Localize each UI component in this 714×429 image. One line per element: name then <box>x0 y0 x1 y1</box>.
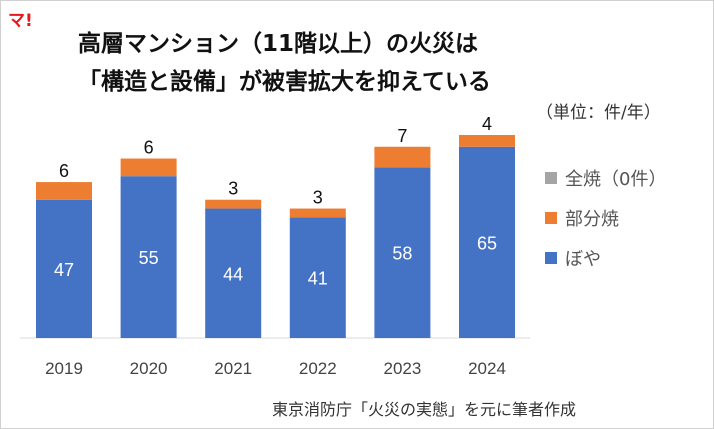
x-tick-label: 2020 <box>130 359 168 378</box>
data-label: 6 <box>144 138 154 158</box>
bar-boya-2021 <box>205 208 262 338</box>
legend: 全焼（0件） 部分焼 ぼや <box>545 158 666 278</box>
legend-item-small: ぼや <box>545 238 666 278</box>
bar-boya-2024 <box>459 146 515 338</box>
data-label: 7 <box>397 126 407 146</box>
bar-bubunsho-2020 <box>120 158 177 177</box>
bar-boya-2019 <box>36 199 92 338</box>
legend-label: ぼや <box>565 249 601 270</box>
x-tick-label: 2022 <box>299 359 337 378</box>
data-label: 47 <box>54 260 74 280</box>
bar-boya-2022 <box>289 217 346 338</box>
bar-bubunsho-2019 <box>36 182 92 200</box>
chart-title-line1: 高層マンション（11階以上）の火災は <box>78 31 479 57</box>
logo: マ! <box>8 11 33 31</box>
data-label: 44 <box>223 264 243 284</box>
bar-boya-2020 <box>120 176 177 338</box>
x-tick-label: 2021 <box>214 359 252 378</box>
data-label: 55 <box>139 248 159 268</box>
legend-label: 全焼（0件） <box>565 169 667 190</box>
data-label: 3 <box>228 179 238 199</box>
bar-bubunsho-2024 <box>459 135 515 147</box>
legend-item-partial: 部分焼 <box>545 198 666 238</box>
chart-title-line2: 「構造と設備」が被害拡大を抑えている <box>78 69 491 95</box>
legend-item-full: 全焼（0件） <box>545 158 666 198</box>
data-label: 3 <box>313 188 323 208</box>
unit-label: （単位：件/年） <box>536 103 661 123</box>
x-tick-label: 2023 <box>383 359 421 378</box>
bar-bubunsho-2023 <box>374 146 431 168</box>
data-label: 6 <box>59 161 69 181</box>
data-label: 4 <box>482 114 492 134</box>
x-tick-label: 2024 <box>468 359 506 378</box>
bar-bubunsho-2021 <box>205 199 262 209</box>
data-label: 65 <box>477 233 497 253</box>
x-tick-label: 2019 <box>45 359 83 378</box>
bar-boya-2023 <box>374 167 431 338</box>
bar-bubunsho-2022 <box>289 208 346 218</box>
data-label: 58 <box>392 244 412 264</box>
legend-label: 部分焼 <box>565 209 619 230</box>
legend-swatch <box>545 212 557 224</box>
legend-swatch <box>545 172 557 184</box>
legend-swatch <box>545 252 557 264</box>
data-label: 41 <box>308 269 328 289</box>
source-note: 東京消防庁「火災の実態」を元に筆者作成 <box>272 400 577 419</box>
